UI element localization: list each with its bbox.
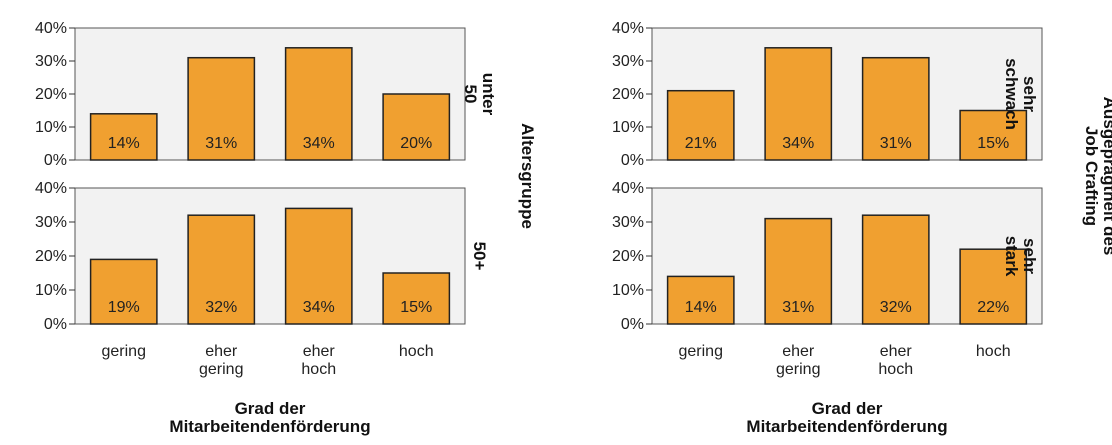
panel-1: 0% 10% 20% 30% 40% 21% 34% 31% 15% sehrschwach bbox=[612, 20, 1043, 169]
panel-label: sehrschwach bbox=[1002, 58, 1039, 130]
bar bbox=[187, 214, 256, 325]
x-tick-label: hoch bbox=[399, 343, 434, 360]
x-axis-title: Grad der Mitarbeitendenförderung bbox=[169, 399, 370, 436]
y-tick-label: 0% bbox=[621, 152, 644, 169]
bar bbox=[666, 275, 735, 325]
panel-2: 0% 10% 20% 30% 40% 14% 31% 32% 22% sehrstark bbox=[612, 180, 1043, 333]
bar bbox=[764, 217, 833, 325]
bar-data-label: 14% bbox=[108, 135, 140, 152]
bar-data-label: 19% bbox=[108, 299, 140, 316]
y-tick-label: 40% bbox=[35, 20, 67, 37]
y-tick-label: 40% bbox=[612, 20, 644, 37]
x-tick-label: eher gering bbox=[199, 343, 243, 378]
bar-data-label: 31% bbox=[782, 299, 814, 316]
bar-data-label: 15% bbox=[400, 299, 432, 316]
bar bbox=[187, 56, 256, 161]
y-tick-label: 0% bbox=[44, 152, 67, 169]
x-tick-label: gering bbox=[102, 343, 146, 360]
y-tick-label: 30% bbox=[35, 214, 67, 231]
chart-1: 0% 10% 20% 30% 40% 14% 31% 34% 20% unter50 0% 10% 20… bbox=[35, 20, 537, 436]
x-tick-label: eher hoch bbox=[301, 343, 336, 378]
x-tick-label: eher hoch bbox=[878, 343, 913, 378]
bar-data-label: 20% bbox=[400, 135, 432, 152]
bar bbox=[666, 89, 735, 161]
y-tick-label: 30% bbox=[612, 53, 644, 70]
y-tick-label: 10% bbox=[612, 282, 644, 299]
bar-data-label: 31% bbox=[205, 135, 237, 152]
chart-2: 0% 10% 20% 30% 40% 21% 34% 31% 15% sehrschwach 0% 1… bbox=[612, 20, 1112, 436]
bar-data-label: 34% bbox=[303, 299, 335, 316]
bar-data-label: 22% bbox=[977, 299, 1009, 316]
x-tick-label: hoch bbox=[976, 343, 1011, 360]
panel-label: sehrstark bbox=[1002, 236, 1039, 277]
panel-label: unter50 bbox=[461, 73, 498, 116]
y-tick-label: 10% bbox=[35, 282, 67, 299]
bar-data-label: 15% bbox=[977, 135, 1009, 152]
panel-1: 0% 10% 20% 30% 40% 14% 31% 34% 20% unter50 bbox=[35, 20, 498, 169]
y-tick-label: 10% bbox=[35, 119, 67, 136]
panel-2: 0% 10% 20% 30% 40% 19% 32% 34% 15% 50+ bbox=[35, 180, 489, 333]
bar bbox=[89, 258, 158, 325]
y-tick-label: 20% bbox=[35, 86, 67, 103]
bar bbox=[959, 248, 1028, 325]
y-tick-label: 40% bbox=[35, 180, 67, 197]
y-tick-label: 20% bbox=[612, 86, 644, 103]
x-tick-label: eher gering bbox=[776, 343, 820, 378]
bar-data-label: 34% bbox=[303, 135, 335, 152]
bar bbox=[861, 214, 930, 325]
bar bbox=[382, 272, 451, 325]
bar-data-label: 14% bbox=[685, 299, 717, 316]
bar bbox=[284, 47, 353, 161]
y-tick-label: 30% bbox=[35, 53, 67, 70]
facet-title: Altersgruppe bbox=[518, 123, 537, 229]
x-axis-title: Grad der Mitarbeitendenförderung bbox=[746, 399, 947, 436]
facet-title: Ausgeprägtheit desJob Crafting bbox=[1082, 97, 1112, 256]
y-tick-label: 20% bbox=[35, 248, 67, 265]
bar bbox=[284, 207, 353, 325]
bar bbox=[861, 56, 930, 161]
y-tick-label: 0% bbox=[44, 316, 67, 333]
bar bbox=[764, 47, 833, 161]
x-tick-label: gering bbox=[679, 343, 723, 360]
y-tick-label: 30% bbox=[612, 214, 644, 231]
panel-label: 50+ bbox=[470, 242, 489, 271]
bar-data-label: 31% bbox=[880, 135, 912, 152]
y-tick-label: 0% bbox=[621, 316, 644, 333]
bar-data-label: 34% bbox=[782, 135, 814, 152]
bar bbox=[959, 109, 1028, 161]
y-tick-label: 10% bbox=[612, 119, 644, 136]
bar-data-label: 21% bbox=[685, 135, 717, 152]
bar-data-label: 32% bbox=[880, 299, 912, 316]
bar bbox=[382, 93, 451, 161]
y-tick-label: 40% bbox=[612, 180, 644, 197]
y-tick-label: 20% bbox=[612, 248, 644, 265]
bar bbox=[89, 113, 158, 161]
bar-data-label: 32% bbox=[205, 299, 237, 316]
